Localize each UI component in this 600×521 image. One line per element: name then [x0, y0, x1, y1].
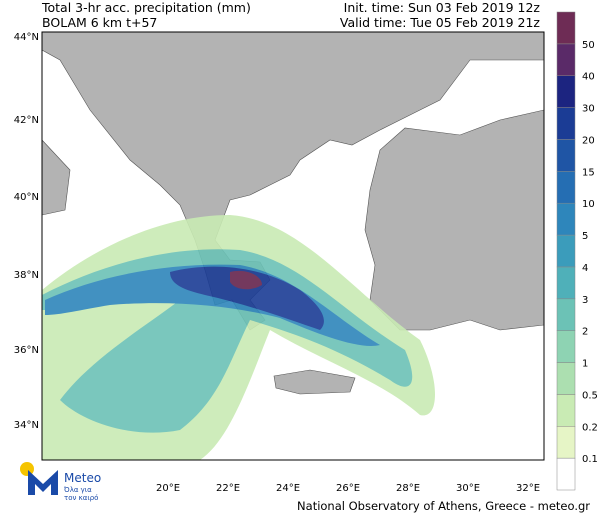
colorbar-label: 15: [582, 167, 595, 178]
colorbar-box: [556, 426, 576, 459]
colorbar-label: 30: [582, 104, 595, 115]
lon-label: 22°E: [216, 483, 240, 494]
logo-tagline: Όλα για: [63, 486, 92, 494]
colorbar-label: 4: [582, 263, 588, 274]
valid-time: Valid time: Tue 05 Feb 2019 21z: [340, 15, 541, 30]
colorbar-box: [556, 43, 576, 76]
colorbar-box: [556, 171, 576, 204]
logo-mark: [28, 470, 58, 495]
land: [364, 109, 544, 331]
lon-label: 20°E: [156, 483, 180, 494]
model: BOLAM 6 km t+57: [42, 15, 157, 30]
colorbar-box: [556, 330, 576, 363]
title: Total 3-hr acc. precipitation (mm): [41, 0, 251, 15]
colorbar-label: 2: [582, 327, 588, 338]
colorbar-label: 1: [582, 359, 588, 370]
land: [42, 139, 71, 216]
colorbar-box: [556, 394, 576, 427]
colorbar-label: 20: [582, 135, 595, 146]
colorbar-box: [556, 457, 576, 491]
colorbar-label: 5: [582, 231, 588, 242]
init-time: Init. time: Sun 03 Feb 2019 12z: [344, 0, 541, 15]
colorbar-box: [556, 202, 576, 236]
colorbar-box: [556, 298, 576, 331]
colorbar-label: 3: [582, 295, 588, 306]
colorbar-box: [556, 11, 576, 45]
colorbar-box: [556, 107, 576, 140]
colorbar-label: 50: [582, 40, 595, 51]
lat-label: 36°N: [14, 345, 39, 356]
colorbar-label: 0.1: [582, 454, 598, 465]
footer: National Observatory of Athens, Greece -…: [297, 499, 590, 513]
colorbar-box: [556, 139, 576, 172]
lat-label: 42°N: [14, 115, 39, 126]
lon-label: 32°E: [516, 483, 540, 494]
map-frame: [41, 31, 545, 461]
colorbar-label: 0.5: [582, 390, 598, 401]
lon-label: 26°E: [336, 483, 360, 494]
logo: Meteo Όλα για τον καιρό: [20, 462, 101, 502]
precipitation: [42, 215, 435, 460]
lat-label: 44°N: [14, 32, 39, 43]
colorbar-label: 40: [582, 72, 595, 83]
colorbar-label: 10: [582, 199, 595, 210]
lat-label: 40°N: [14, 192, 39, 203]
lat-label: 38°N: [14, 270, 39, 281]
colorbar-box: [556, 362, 576, 395]
colorbar-box: [556, 266, 576, 300]
colorbar-label: 0.2: [582, 422, 598, 433]
logo-tagline: τον καιρό: [64, 494, 98, 502]
logo-name: Meteo: [64, 471, 101, 485]
map: [42, 32, 544, 460]
colorbar-box: [556, 234, 576, 268]
lon-label: 30°E: [456, 483, 480, 494]
lon-label: 28°E: [396, 483, 420, 494]
lon-label: 24°E: [276, 483, 300, 494]
lat-label: 34°N: [14, 420, 39, 431]
colorbar-box: [556, 75, 576, 108]
land: [273, 369, 356, 395]
